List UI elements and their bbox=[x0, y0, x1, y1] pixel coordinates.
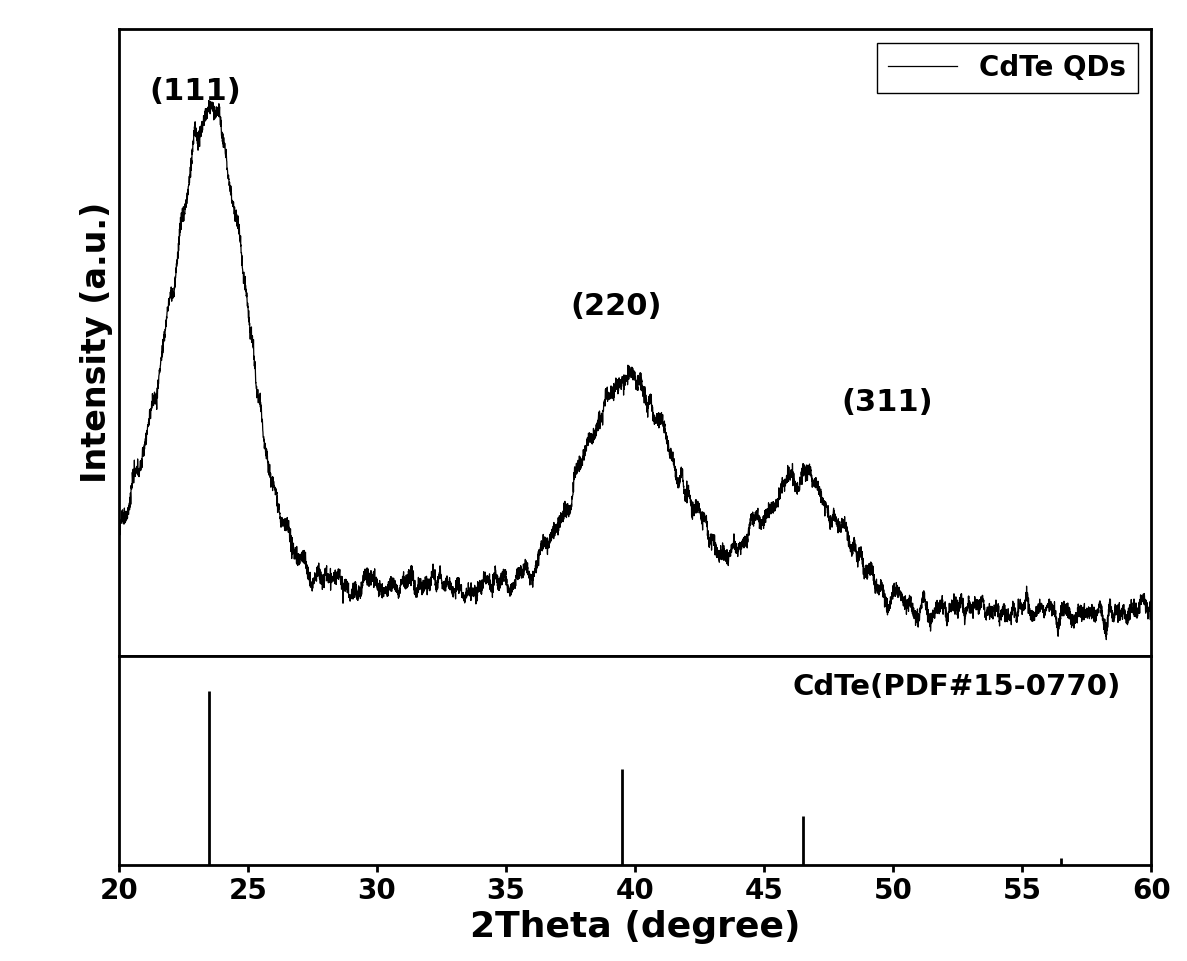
Text: (111): (111) bbox=[150, 78, 241, 107]
Text: (220): (220) bbox=[571, 292, 662, 321]
CdTe QDs bbox=[357, 567, 372, 579]
CdTe QDs bbox=[575, 455, 589, 466]
CdTe QDs bbox=[351, 580, 366, 592]
CdTe QDs bbox=[1144, 604, 1159, 615]
Y-axis label: Intensity (a.u.): Intensity (a.u.) bbox=[81, 202, 113, 483]
CdTe QDs bbox=[362, 572, 376, 583]
Line: CdTe QDs: CdTe QDs bbox=[119, 101, 1151, 640]
Text: (311): (311) bbox=[842, 388, 933, 417]
X-axis label: 2Theta (degree): 2Theta (degree) bbox=[470, 910, 800, 945]
CdTe QDs bbox=[1099, 634, 1113, 646]
CdTe QDs bbox=[202, 95, 216, 107]
CdTe QDs bbox=[501, 587, 515, 599]
Text: CdTe(PDF#15-0770): CdTe(PDF#15-0770) bbox=[792, 673, 1121, 701]
Legend: CdTe QDs: CdTe QDs bbox=[877, 42, 1137, 93]
CdTe QDs bbox=[112, 518, 126, 530]
CdTe QDs bbox=[1136, 596, 1150, 607]
